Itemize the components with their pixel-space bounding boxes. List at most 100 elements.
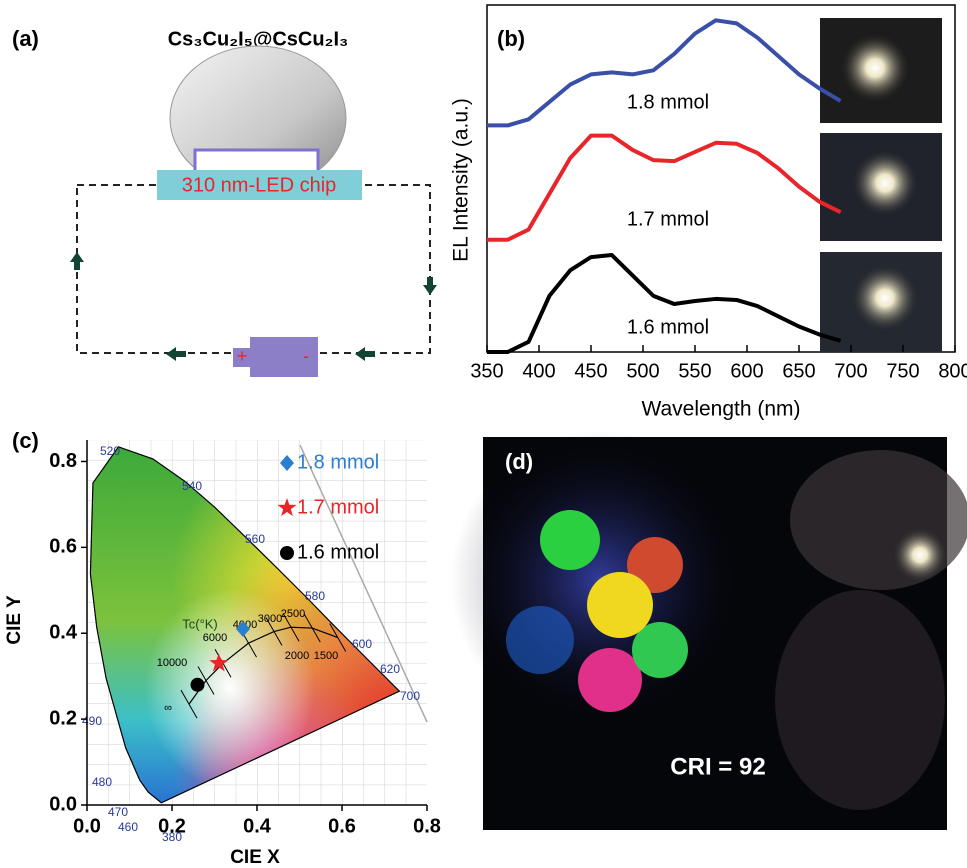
cct-label: 3000 (258, 613, 282, 625)
wavelength-label: 470 (108, 805, 128, 819)
x-tick-label: 0.6 (328, 815, 356, 837)
finger (775, 590, 945, 810)
panel-label: (b) (497, 26, 525, 51)
boundary-line (299, 444, 428, 723)
curve-label: 1.7 mmol (627, 208, 709, 230)
x-tick-label: 500 (626, 360, 659, 382)
cct-title: Tc(°K) (182, 616, 218, 631)
arrow-down (423, 277, 437, 295)
wavelength-label: 580 (305, 589, 325, 603)
isotherm (197, 666, 215, 695)
wavelength-label: 700 (400, 689, 420, 703)
cct-label: 10000 (157, 657, 188, 669)
cct-label: 2500 (281, 608, 305, 620)
circuit (76, 184, 431, 354)
x-tick-label: 0.4 (243, 815, 272, 837)
wavelength-label: 460 (118, 820, 138, 834)
plot-frame (486, 4, 956, 353)
x-tick-label: 450 (574, 360, 607, 382)
legend-marker (280, 546, 294, 560)
cct-label: 6000 (203, 632, 227, 644)
panel-a: (a) Cs₃Cu₂I₅@CsCu₂I₃ 310 nm-LED chip + - (12, 26, 437, 377)
isotherm (180, 689, 198, 719)
cct-label: ∞ (164, 702, 172, 714)
x-tick-label: 0.2 (158, 815, 186, 837)
x-tick-label: 800 (938, 360, 967, 382)
toy (540, 510, 600, 570)
wavelength-label: 520 (100, 444, 120, 458)
y-tick-label: 0.6 (49, 536, 77, 558)
caption: CRI = 92 (670, 753, 765, 780)
isotherm (282, 612, 300, 642)
x-tick-label: 0.0 (73, 815, 101, 837)
spectral-locus (89, 446, 401, 804)
panel-label: (a) (12, 26, 39, 51)
isotherm (329, 623, 347, 652)
x-tick-label: 400 (522, 360, 555, 382)
y-axis-label: EL Intensity (a.u.) (450, 98, 473, 262)
wavelength-label: 560 (245, 532, 265, 546)
toy (632, 622, 688, 678)
isotherm (303, 613, 321, 643)
planckian-locus (188, 626, 338, 705)
led-die (193, 148, 320, 174)
x-tick-label: 350 (470, 360, 503, 382)
y-axis-label: CIE Y (4, 595, 25, 645)
y-tick-label: 0.2 (49, 707, 77, 729)
x-tick-label: 700 (834, 360, 867, 382)
x-axis-label: Wavelength (nm) (641, 398, 800, 421)
chip-label: 310 nm-LED chip (182, 174, 337, 196)
cct-label: 1500 (314, 650, 338, 662)
x-axis-label: CIE X (230, 847, 280, 868)
cct-label: 2000 (285, 650, 309, 662)
minus-sign: - (303, 346, 309, 366)
legend-marker (280, 455, 294, 471)
x-tick-label: 0.8 (413, 815, 441, 837)
panel-label: (c) (12, 428, 39, 453)
panel-label: (d) (505, 449, 533, 474)
spectrum-line (487, 253, 842, 354)
curve-label: 1.8 mmol (627, 91, 709, 113)
arrow-up (70, 252, 84, 270)
curve-label: 1.6 mmol (627, 316, 709, 338)
x-tick-label: 650 (782, 360, 815, 382)
toy (578, 648, 642, 712)
wavelength-label: 600 (352, 637, 372, 651)
marker (190, 677, 205, 692)
legend-marker (277, 498, 297, 517)
toy (506, 606, 574, 674)
legend-label: 1.6 mmol (297, 541, 379, 563)
led-glow (851, 149, 919, 217)
y-tick-label: 0.8 (49, 450, 77, 472)
toy (587, 572, 653, 638)
x-tick-label: 750 (886, 360, 919, 382)
wavelength-label: 540 (182, 479, 202, 493)
legend-label: 1.8 mmol (297, 451, 379, 473)
arrow-left (355, 347, 375, 361)
panel-d: (d) CRI = 92 (450, 430, 967, 830)
x-tick-label: 550 (678, 360, 711, 382)
plus-sign: + (237, 346, 248, 366)
led-chip (157, 170, 362, 200)
battery-terminal (233, 348, 251, 367)
wavelength-label: 490 (82, 714, 102, 728)
marker (209, 653, 229, 672)
wavelength-label: 620 (380, 662, 400, 676)
toy (627, 537, 683, 593)
wavelength-label: 380 (162, 830, 182, 844)
isotherm (265, 617, 283, 646)
arrow-left (166, 347, 186, 361)
battery (250, 337, 318, 377)
x-tick-label: 600 (730, 360, 763, 382)
spectrum-line (487, 133, 842, 242)
wavelength-label: 480 (92, 775, 112, 789)
marker (235, 620, 250, 637)
led-glow (851, 264, 919, 332)
y-tick-label: 0.0 (49, 793, 77, 815)
led-glow (892, 527, 948, 583)
legend-label: 1.7 mmol (297, 496, 379, 518)
y-tick-label: 0.4 (49, 622, 78, 644)
spectrum-line (487, 18, 842, 128)
led-glow (840, 33, 910, 103)
